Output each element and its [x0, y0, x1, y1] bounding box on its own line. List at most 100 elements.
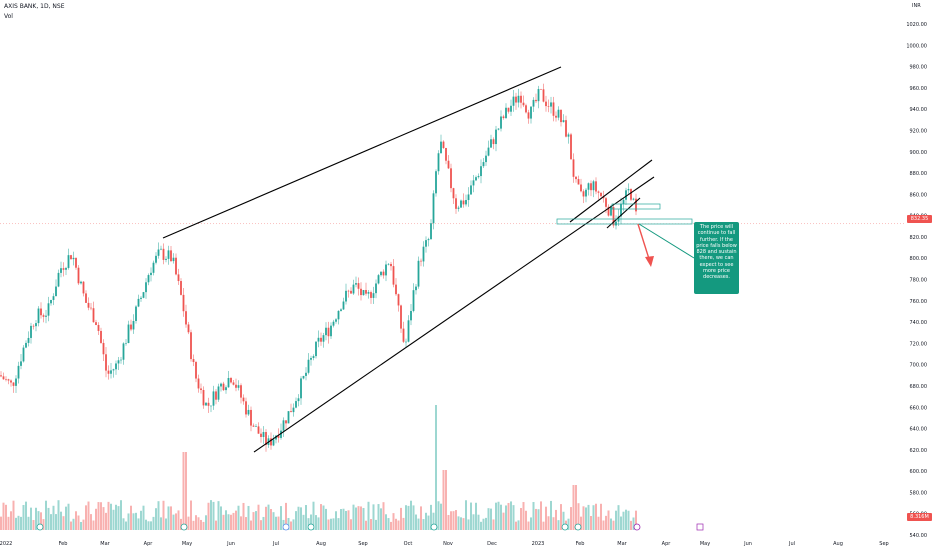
resistance-zone — [611, 203, 661, 210]
candle-body — [515, 96, 517, 103]
candle-body — [280, 430, 282, 438]
volume-bar — [622, 511, 625, 530]
candle-body — [505, 107, 507, 119]
candle-body — [425, 240, 427, 247]
volume-bar — [302, 514, 305, 530]
y-tick-label: 920.00 — [910, 128, 928, 134]
volume-bar — [457, 516, 460, 530]
y-tick-label: 880.00 — [910, 171, 928, 177]
candle-body — [85, 293, 87, 303]
volume-bar — [115, 504, 117, 530]
volume-bar — [205, 515, 207, 530]
candle-body — [325, 327, 327, 336]
volume-bar — [255, 511, 257, 530]
volume-bar — [347, 510, 350, 530]
volume-bar — [435, 405, 437, 530]
volume-bar — [220, 506, 222, 530]
volume-bar — [102, 507, 105, 530]
candle-body — [77, 267, 80, 284]
volume-bar — [47, 507, 50, 530]
volume-bar — [87, 501, 90, 530]
candle-body — [535, 99, 537, 102]
candle-body — [257, 426, 260, 434]
x-tick-label: Feb — [59, 541, 68, 547]
volume-bar — [97, 502, 100, 530]
volume-bar — [517, 520, 520, 530]
candle-body — [400, 305, 402, 329]
volume-bar — [437, 501, 440, 530]
channel-upper-line — [569, 159, 653, 223]
volume-bar — [242, 502, 245, 530]
volume-bar — [582, 506, 585, 530]
candle-body — [420, 260, 422, 262]
volume-bar — [322, 505, 325, 530]
volume-bar — [92, 520, 95, 530]
candle-body — [497, 128, 500, 130]
candle-body — [20, 361, 22, 366]
candle-body — [555, 115, 557, 118]
support-zone — [556, 218, 693, 225]
price-axis[interactable]: 1020.00 1000.00 980.00 960.00 940.00 920.00 90… — [906, 22, 927, 539]
candle-body — [390, 263, 392, 267]
volume-bar — [275, 516, 277, 530]
volume-bar — [172, 514, 175, 530]
volume-bar — [337, 518, 340, 530]
candle-body — [232, 382, 235, 385]
candle-body — [7, 379, 10, 381]
volume-bar — [310, 514, 312, 530]
volume-bar — [65, 506, 67, 530]
volume-bar — [57, 500, 60, 530]
volume-bar — [167, 506, 170, 530]
volume-bar — [575, 485, 577, 530]
volume-bar — [25, 501, 27, 530]
candle-body — [455, 198, 457, 209]
event-marker — [307, 523, 315, 531]
volume-bar — [127, 513, 130, 530]
candle-body — [312, 356, 315, 358]
candle-body — [120, 359, 122, 361]
volume-bar — [587, 504, 590, 530]
volume-bar — [157, 501, 160, 530]
volume-bar — [185, 452, 187, 530]
candle-body — [315, 341, 317, 357]
volume-bar — [305, 505, 307, 530]
volume-bar — [490, 508, 492, 530]
candle-body — [80, 281, 82, 284]
candle-body — [417, 260, 420, 287]
candle-body — [620, 203, 622, 217]
candle-body — [282, 420, 285, 431]
time-axis[interactable]: 2022 Feb Mar Apr May Jun Jul Aug Sep Oct Nov Dec 202… — [0, 541, 889, 547]
candle-body — [510, 105, 512, 112]
x-tick-label: Aug — [316, 541, 326, 547]
volume-bar — [135, 512, 137, 530]
trendlines — [162, 66, 695, 453]
candle-body — [40, 308, 42, 316]
volume-bar — [152, 516, 155, 530]
volume-bar — [265, 506, 267, 530]
volume-bar — [512, 505, 515, 530]
candle-body — [105, 354, 107, 371]
volume-bar — [250, 520, 252, 530]
candle-body — [90, 307, 92, 309]
candle-body — [27, 337, 30, 343]
volume-bar — [445, 470, 447, 530]
volume-bar — [600, 503, 602, 530]
volume-bar — [142, 505, 145, 530]
candle-body — [627, 189, 630, 191]
volume-bar — [230, 514, 232, 530]
candle-body — [392, 266, 395, 285]
candle-body — [50, 299, 52, 304]
upper-trendline — [162, 66, 562, 239]
candle-body — [167, 250, 170, 259]
volume-bar — [527, 521, 530, 530]
candle-body — [235, 384, 237, 388]
x-tick-label: Jul — [272, 541, 279, 547]
candle-body — [305, 372, 307, 376]
candle-body — [557, 109, 560, 118]
volume-bar — [35, 507, 37, 530]
candle-body — [215, 391, 217, 400]
y-tick-label: 900.00 — [910, 150, 928, 156]
volume-bar — [217, 501, 220, 530]
volume-bar — [572, 485, 575, 530]
